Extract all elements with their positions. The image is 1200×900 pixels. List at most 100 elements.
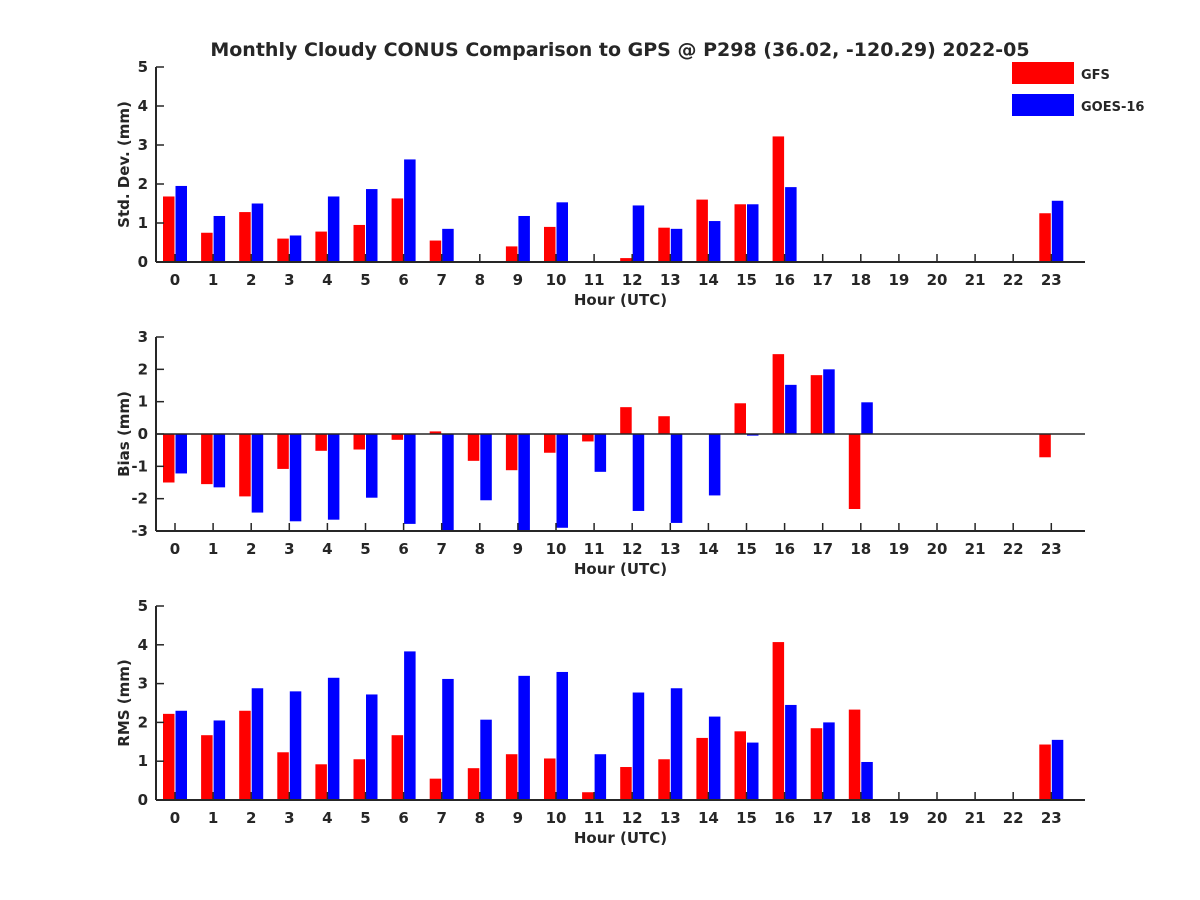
bar-goes16-hour-8: [480, 719, 492, 800]
bar-gfs-hour-9: [505, 754, 518, 800]
bar-gfs-hour-8: [467, 434, 480, 461]
bar-gfs-hour-6: [391, 198, 404, 262]
bar-goes16-hour-8: [480, 434, 492, 501]
x-tick-label: 14: [698, 271, 719, 289]
x-tick-label: 7: [436, 271, 446, 289]
bar-gfs-hour-5: [353, 759, 365, 800]
bar-goes16-hour-23: [1051, 739, 1064, 800]
x-tick-label: 15: [736, 271, 757, 289]
legend-label-gfs: GFS: [1081, 68, 1110, 83]
x-tick-label: 1: [208, 809, 218, 827]
y-axis-label: Bias (mm): [115, 391, 133, 477]
bar-goes16-hour-15: [747, 204, 759, 262]
bar-gfs-hour-16: [772, 136, 785, 262]
x-tick-label: 10: [546, 540, 567, 558]
bar-goes16-hour-14: [708, 716, 721, 800]
bar-goes16-hour-0: [175, 185, 187, 262]
x-tick-label: 5: [360, 809, 370, 827]
bar-goes16-hour-15: [747, 742, 759, 800]
bar-gfs-hour-13: [658, 759, 670, 800]
bar-goes16-hour-4: [327, 434, 340, 520]
x-tick-label: 2: [246, 540, 256, 558]
bar-goes16-hour-10: [556, 671, 568, 800]
x-tick-label: 1: [208, 540, 218, 558]
bar-goes16-hour-1: [213, 720, 226, 800]
y-tick-label: 3: [138, 136, 148, 154]
bar-goes16-hour-9: [518, 434, 530, 531]
x-tick-label: 8: [475, 271, 485, 289]
bar-goes16-hour-15: [747, 434, 759, 436]
bar-gfs-hour-10: [544, 758, 556, 800]
bar-goes16-hour-3: [289, 235, 302, 262]
bar-goes16-hour-9: [518, 215, 530, 262]
x-tick-label: 18: [850, 271, 871, 289]
bar-gfs-hour-12: [620, 407, 632, 434]
bar-goes16-hour-17: [823, 722, 835, 800]
legend-swatch-gfs: [1012, 62, 1074, 84]
x-tick-label: 19: [888, 271, 909, 289]
legend-swatch-goes16: [1012, 94, 1074, 116]
bar-goes16-hour-6: [404, 434, 416, 524]
x-tick-label: 0: [170, 809, 180, 827]
bar-gfs-hour-0: [163, 434, 175, 483]
x-tick-label: 16: [774, 271, 795, 289]
bar-goes16-hour-4: [327, 677, 340, 800]
y-tick-label: -2: [131, 490, 148, 508]
x-tick-label: 7: [436, 540, 446, 558]
bar-goes16-hour-0: [175, 434, 187, 474]
y-tick-label: 0: [138, 425, 148, 443]
bar-gfs-hour-11: [582, 434, 594, 442]
x-tick-label: 2: [246, 809, 256, 827]
bar-gfs-hour-0: [163, 713, 175, 800]
bar-gfs-hour-6: [391, 434, 404, 440]
bar-goes16-hour-17: [823, 369, 835, 434]
x-tick-label: 6: [398, 540, 408, 558]
bar-gfs-hour-13: [658, 227, 670, 262]
x-tick-label: 6: [398, 809, 408, 827]
bar-gfs-hour-1: [201, 232, 213, 262]
x-tick-label: 0: [170, 271, 180, 289]
x-tick-label: 3: [284, 271, 294, 289]
bar-gfs-hour-2: [239, 212, 251, 262]
x-tick-label: 0: [170, 540, 180, 558]
bar-goes16-hour-13: [670, 434, 683, 523]
x-tick-label: 17: [812, 809, 833, 827]
x-tick-label: 19: [888, 809, 909, 827]
bar-goes16-hour-13: [670, 688, 683, 800]
x-tick-label: 16: [774, 540, 795, 558]
bar-gfs-hour-23: [1039, 434, 1051, 458]
x-tick-label: 8: [475, 540, 485, 558]
bar-goes16-hour-6: [404, 159, 416, 262]
y-axis-label: Std. Dev. (mm): [115, 101, 133, 228]
x-tick-label: 10: [546, 271, 567, 289]
bar-goes16-hour-1: [213, 434, 226, 488]
bar-gfs-hour-12: [620, 767, 632, 800]
bar-gfs-hour-13: [658, 416, 670, 434]
bar-goes16-hour-13: [670, 228, 683, 262]
bar-goes16-hour-10: [556, 202, 568, 262]
x-tick-label: 3: [284, 809, 294, 827]
x-tick-label: 13: [660, 809, 681, 827]
bar-goes16-hour-18: [861, 761, 873, 800]
y-tick-label: 2: [138, 360, 148, 378]
y-tick-label: 1: [138, 752, 148, 770]
y-tick-label: 1: [138, 393, 148, 411]
x-tick-label: 8: [475, 809, 485, 827]
bar-goes16-hour-16: [785, 704, 797, 800]
bar-gfs-hour-3: [277, 752, 289, 800]
bar-gfs-hour-12: [620, 258, 632, 262]
x-tick-label: 4: [322, 271, 332, 289]
bar-goes16-hour-23: [1051, 200, 1064, 262]
bar-gfs-hour-17: [810, 728, 823, 800]
y-tick-label: 4: [138, 636, 148, 654]
bar-goes16-hour-4: [327, 196, 340, 262]
x-tick-label: 14: [698, 540, 719, 558]
x-tick-label: 11: [584, 809, 605, 827]
bar-goes16-hour-12: [632, 692, 645, 800]
bar-gfs-hour-23: [1039, 744, 1051, 800]
bar-goes16-hour-2: [251, 434, 264, 513]
bar-goes16-hour-9: [518, 675, 530, 800]
